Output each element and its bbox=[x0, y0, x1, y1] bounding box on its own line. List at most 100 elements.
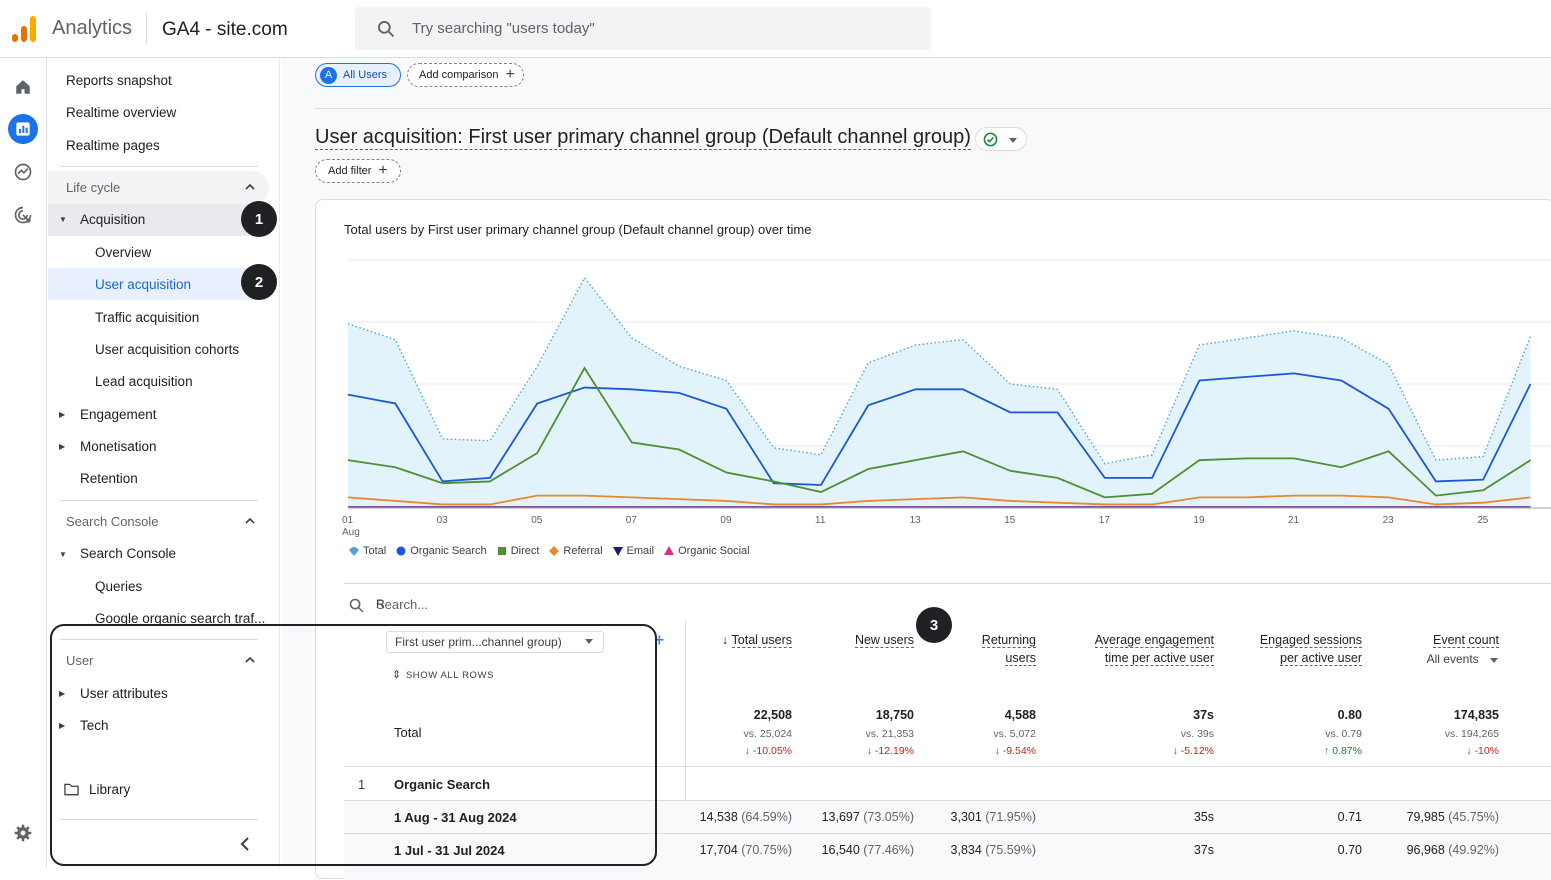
table-search-input[interactable]: Search... R bbox=[344, 591, 1551, 621]
segment-label: All Users bbox=[343, 69, 388, 81]
x-tick-label: 01 bbox=[342, 515, 354, 526]
sidebar-item-user-attributes[interactable]: User attributes bbox=[80, 686, 168, 701]
sidebar-item-traffic-acquisition[interactable]: Traffic acquisition bbox=[95, 310, 200, 325]
section-lifecycle[interactable]: Life cycle bbox=[48, 171, 269, 204]
caret-down-icon bbox=[585, 639, 593, 644]
sidebar-item-library[interactable]: Library bbox=[89, 782, 131, 797]
column-header[interactable]: Returning users bbox=[981, 631, 1036, 667]
event-count-filter[interactable]: All events bbox=[1427, 652, 1498, 666]
chevron-up-icon bbox=[245, 183, 255, 190]
total-value: 22,508 bbox=[753, 708, 792, 722]
legend-item[interactable]: Email bbox=[612, 545, 655, 557]
home-icon[interactable] bbox=[8, 72, 38, 102]
section-user[interactable]: User bbox=[48, 644, 269, 677]
column-header[interactable]: New users bbox=[854, 631, 914, 649]
change-value: ↓ -12.19% bbox=[866, 745, 914, 757]
annotation-badge-1: 1 bbox=[241, 201, 277, 237]
dimension-selector[interactable]: First user prim...channel group) bbox=[386, 631, 604, 653]
sidebar-item-queries[interactable]: Queries bbox=[95, 579, 143, 594]
search-icon bbox=[378, 21, 395, 38]
add-comparison-button[interactable]: Add comparison + bbox=[407, 63, 524, 87]
caret-down-icon: ▼ bbox=[59, 550, 67, 559]
section-search-console[interactable]: Search Console bbox=[48, 505, 269, 538]
left-rail bbox=[0, 58, 47, 868]
sidebar-item-tech[interactable]: Tech bbox=[80, 718, 109, 733]
sidebar-item-user-acquisition[interactable]: User acquisition bbox=[48, 268, 268, 300]
add-filter-button[interactable]: Add filter + bbox=[315, 159, 401, 183]
advertising-icon[interactable] bbox=[8, 200, 38, 230]
sidebar-item-reports-snapshot[interactable]: Reports snapshot bbox=[66, 73, 172, 88]
column-header[interactable]: Event count bbox=[1432, 631, 1499, 649]
cell-number: 79,985 bbox=[1406, 810, 1445, 824]
cell-number: 3,834 bbox=[950, 843, 982, 857]
annotation-badge-2: 2 bbox=[241, 264, 277, 300]
cell-number: 96,968 bbox=[1406, 843, 1445, 857]
plus-icon: + bbox=[505, 66, 515, 83]
sidebar-item-realtime-pages[interactable]: Realtime pages bbox=[66, 138, 160, 153]
sidebar-item-retention[interactable]: Retention bbox=[80, 471, 138, 486]
legend-item[interactable]: Organic Search bbox=[396, 545, 487, 557]
chevron-up-icon bbox=[245, 656, 255, 663]
chart-title: Total users by First user primary channe… bbox=[344, 222, 812, 237]
segment-chip-all-users[interactable]: A All Users bbox=[315, 63, 401, 87]
cell-value: 0.71 bbox=[1338, 810, 1362, 824]
search-input[interactable]: Try searching "users today" bbox=[355, 7, 931, 50]
explore-icon[interactable] bbox=[8, 157, 38, 187]
sidebar-item-engagement[interactable]: Engagement bbox=[80, 407, 157, 422]
sidebar-item-user-acquisition-cohorts[interactable]: User acquisition cohorts bbox=[95, 342, 240, 357]
sidebar-item-search-console[interactable]: Search Console bbox=[80, 546, 177, 561]
reports-icon[interactable] bbox=[8, 114, 38, 144]
cell-percent: (49.92%) bbox=[1444, 843, 1499, 857]
legend-item[interactable]: Organic Social bbox=[664, 545, 750, 557]
settings-icon[interactable] bbox=[8, 818, 38, 848]
page-title[interactable]: User acquisition: First user primary cha… bbox=[315, 126, 971, 150]
legend-swatch bbox=[349, 547, 359, 556]
cell-percent: (73.05%) bbox=[859, 810, 914, 824]
sidebar-item-overview[interactable]: Overview bbox=[95, 245, 152, 260]
cell-number: 0.71 bbox=[1337, 810, 1362, 824]
column-header-label: Average engagement bbox=[1094, 633, 1214, 648]
sidebar-item-monetisation[interactable]: Monetisation bbox=[80, 439, 157, 454]
cell-percent: (45.75%) bbox=[1444, 810, 1499, 824]
legend-item[interactable]: Total bbox=[349, 545, 386, 557]
search-placeholder: Try searching "users today" bbox=[412, 20, 595, 37]
legend-label: Email bbox=[626, 545, 655, 557]
cell-value: 37s bbox=[1194, 843, 1214, 857]
divider bbox=[60, 166, 258, 167]
add-filter-label: Add filter bbox=[328, 165, 372, 177]
section-label: Life cycle bbox=[66, 180, 121, 195]
change-value: ↓ -10% bbox=[1466, 745, 1499, 757]
comparison-value: vs. 5,072 bbox=[993, 728, 1036, 740]
property-selector[interactable]: GA4 - site.com bbox=[162, 19, 288, 40]
x-tick-label: 07 bbox=[626, 515, 638, 526]
legend-item[interactable]: Direct bbox=[497, 545, 539, 557]
cell-value: 17,704 (70.75%) bbox=[700, 843, 792, 857]
cell-percent: (71.95%) bbox=[981, 810, 1036, 824]
sidebar-item-lead-acquisition[interactable]: Lead acquisition bbox=[95, 374, 193, 389]
divider bbox=[146, 13, 147, 45]
x-tick-label: 15 bbox=[1004, 515, 1016, 526]
sidebar-item-realtime-overview[interactable]: Realtime overview bbox=[66, 105, 177, 120]
comparison-value: vs. 25,024 bbox=[743, 728, 792, 740]
add-dimension-button[interactable]: + bbox=[654, 630, 665, 650]
sidebar-item-google-organic-search[interactable]: Google organic search traf... bbox=[95, 611, 266, 626]
collapse-sidebar-icon[interactable] bbox=[240, 836, 250, 852]
cell-number: 17,704 bbox=[699, 843, 738, 857]
show-all-rows-button[interactable]: ⇕ SHOW ALL ROWS bbox=[392, 668, 494, 681]
report-status-chip[interactable] bbox=[975, 127, 1027, 151]
sidebar-item-acquisition[interactable]: ▼ Acquisition bbox=[48, 204, 268, 236]
total-value: 4,588 bbox=[1004, 708, 1036, 722]
cell-number: 3,301 bbox=[950, 810, 982, 824]
column-header-label: Event count bbox=[1432, 633, 1499, 648]
row-channel-label[interactable]: Organic Search bbox=[394, 777, 491, 792]
top-bar: Analytics GA4 - site.com Try searching "… bbox=[0, 0, 1551, 58]
legend-swatch bbox=[664, 546, 675, 555]
column-header[interactable]: Average engagement time per active user bbox=[1094, 631, 1214, 667]
x-tick-label: 13 bbox=[910, 515, 922, 526]
column-header[interactable]: ↓ Total users bbox=[722, 631, 792, 649]
column-header[interactable]: Engaged sessions per active user bbox=[1259, 631, 1362, 667]
legend-item[interactable]: Referral bbox=[549, 545, 603, 557]
x-tick-label: 23 bbox=[1383, 515, 1395, 526]
cell-value: 14,538 (64.59%) bbox=[700, 810, 792, 824]
sidebar-item-label: Acquisition bbox=[80, 212, 146, 227]
